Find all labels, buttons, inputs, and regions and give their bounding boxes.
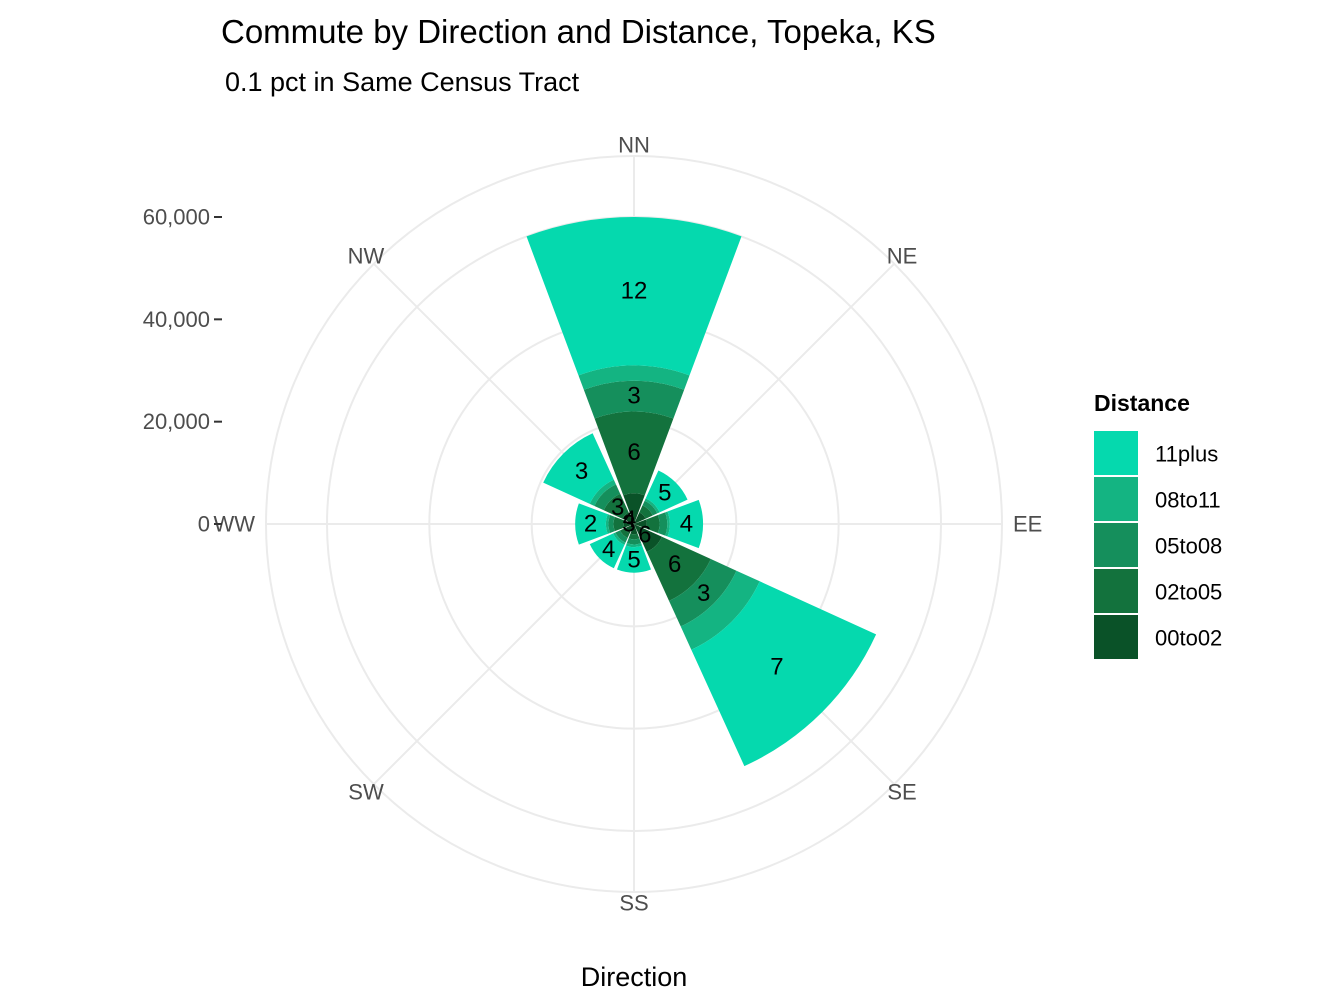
bar-nw-11plus	[543, 433, 614, 504]
bar-ee-08to11	[665, 511, 670, 537]
bar-ss-05to08	[626, 538, 642, 545]
bar-label-ee-11plus: 4	[680, 511, 693, 538]
legend-title: Distance	[1094, 390, 1190, 416]
radial-axis: 0 20,000 40,000 60,000	[143, 205, 222, 537]
bar-label-nw-11plus: 3	[575, 458, 588, 485]
bar-ss-00to02	[630, 524, 638, 535]
bar-nn-05to08	[583, 380, 685, 419]
y-tick-label: 20,000	[143, 409, 210, 434]
bar-sw-00to02	[624, 524, 634, 534]
bar-se-05to08	[669, 559, 737, 627]
y-tick-label: 40,000	[143, 307, 210, 332]
bar-ne-11plus	[645, 470, 688, 513]
bar-nn-00to02	[623, 493, 645, 524]
legend-label-00to02: 00to02	[1155, 626, 1222, 651]
bar-label-se-05to08: 3	[697, 580, 710, 607]
bar-ee-00to02	[634, 519, 647, 529]
x-axis-title: Direction	[581, 962, 688, 992]
bar-se-00to02	[634, 524, 662, 552]
bar-nw-05to08	[594, 484, 621, 511]
bar-nn-02to05	[594, 411, 674, 496]
bar-se-02to05	[646, 536, 711, 601]
direction-label-se: SE	[887, 779, 916, 804]
bar-se-08to11	[680, 570, 760, 650]
bar-label-ss-11plus: 5	[627, 546, 640, 573]
bar-ne-05to08	[642, 500, 658, 516]
direction-label-ee: EE	[1013, 512, 1042, 537]
bar-label-ww-00to02: 3	[622, 511, 635, 538]
bar-ww-05to08	[608, 515, 615, 533]
direction-label-nn: NN	[618, 133, 650, 158]
legend-label-11plus: 11plus	[1155, 442, 1218, 467]
chart-title: Commute by Direction and Distance, Topek…	[221, 13, 936, 50]
legend-key-11plus	[1094, 431, 1138, 475]
grid-spoke-ne	[633, 263, 895, 525]
bar-label-nn-02to05: 6	[627, 439, 640, 466]
y-tick-label: 60,000	[143, 205, 210, 230]
legend-key-00to02	[1094, 615, 1138, 659]
bar-label-ww-11plus: 2	[584, 511, 597, 538]
bar-label-nw-00to02: 4	[623, 506, 636, 533]
bar-ss-02to05	[628, 533, 640, 540]
direction-label-nw: NW	[348, 244, 385, 269]
bar-ww-02to05	[613, 516, 625, 532]
bar-ww-08to11	[605, 514, 611, 534]
bar-ww-11plus	[575, 503, 608, 545]
bar-label-se-11plus: 7	[770, 653, 783, 680]
direction-label-ne: NE	[887, 244, 918, 269]
bar-ne-02to05	[639, 505, 653, 519]
bar-segments	[526, 217, 877, 767]
bar-ne-00to02	[634, 512, 646, 524]
chart-subtitle: 0.1 pct in Same Census Tract	[225, 67, 580, 97]
legend: Distance 11plus 08to11 05to08 02to05 00to02	[1094, 390, 1222, 659]
bar-nn-08to11	[578, 365, 690, 390]
bar-ww-00to02	[623, 520, 634, 528]
bar-nw-00to02	[622, 512, 634, 524]
legend-label-02to05: 02to05	[1155, 580, 1222, 605]
bar-ee-02to05	[645, 515, 660, 533]
bar-label-ne-11plus: 5	[658, 480, 671, 507]
bar-sw-08to11	[613, 532, 626, 545]
direction-label-ss: SS	[619, 891, 648, 916]
bar-ee-05to08	[657, 512, 668, 536]
bar-label-se-00to02: 6	[638, 521, 651, 548]
bar-ss-11plus	[616, 545, 652, 573]
legend-label-05to08: 05to08	[1155, 534, 1222, 559]
bar-nn-11plus	[526, 217, 742, 376]
bar-ss-08to11	[625, 543, 643, 548]
legend-key-05to08	[1094, 523, 1138, 567]
grid-spoke-sw	[373, 523, 635, 785]
bar-ne-08to11	[644, 498, 660, 514]
bar-sw-02to05	[620, 528, 630, 538]
bar-label-sw-11plus: 4	[602, 536, 615, 563]
bar-ee-11plus	[667, 499, 704, 549]
y-tick-label: 0	[198, 512, 210, 537]
bar-label-se-02to05: 6	[668, 551, 681, 578]
direction-label-sw: SW	[348, 779, 384, 804]
bar-sw-05to08	[615, 530, 628, 543]
bar-label-nn-05to08: 3	[627, 383, 640, 410]
bar-se-11plus	[691, 581, 877, 767]
legend-label-08to11: 08to11	[1155, 488, 1221, 513]
bar-nw-08to11	[589, 479, 616, 506]
legend-key-08to11	[1094, 477, 1138, 521]
bar-label-nn-11plus: 12	[621, 278, 648, 305]
bar-sw-11plus	[589, 533, 625, 569]
bar-label-nw-02to05: 3	[611, 494, 624, 521]
legend-key-02to05	[1094, 569, 1138, 613]
bar-nw-02to05	[603, 493, 629, 519]
